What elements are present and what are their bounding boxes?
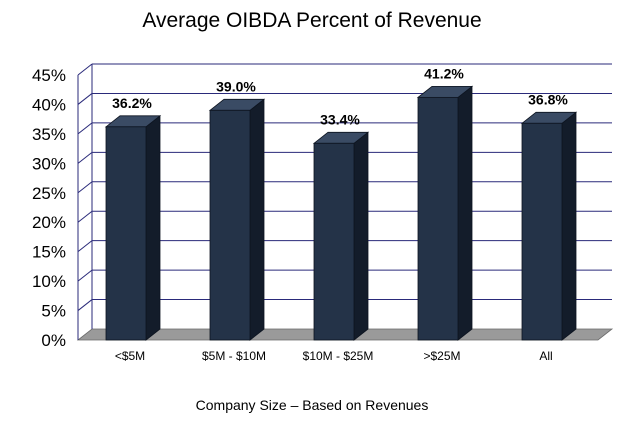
x-tick-label: $5M - $10M (202, 349, 266, 363)
bar-front (417, 96, 459, 341)
bar-side (353, 131, 369, 341)
gridline-diagonal (77, 181, 93, 194)
plot-area: 0% 5% 10% 15% 20% 25% 30% 35% 40% 45% 36.2% <$5M 39.… (32, 63, 614, 363)
bar-side (561, 111, 577, 341)
gridline-diagonal (77, 122, 93, 135)
y-tick-label: 10% (32, 272, 66, 291)
gridline-diagonal (77, 210, 93, 223)
bar (520, 111, 578, 341)
y-tick-label: 15% (32, 243, 66, 262)
data-label: 33.4% (320, 111, 360, 127)
bar-side (457, 85, 473, 341)
gridline-diagonal (77, 269, 93, 282)
y-tick-label: 45% (32, 66, 66, 85)
data-label: 36.8% (528, 91, 568, 107)
y-tick-label: 25% (32, 184, 66, 203)
y-tick-label: 5% (41, 302, 66, 321)
x-tick-label: <$5M (115, 349, 145, 363)
bar (208, 98, 266, 341)
chart-title: Average OIBDA Percent of Revenue (142, 9, 481, 32)
y-tick-label: 35% (32, 125, 66, 144)
gridline-diagonal (77, 151, 93, 164)
data-label: 36.2% (112, 95, 152, 111)
y-tick-label: 20% (32, 213, 66, 232)
bar-front (313, 142, 355, 341)
x-tick-label: All (539, 349, 552, 363)
bar-side (145, 114, 161, 341)
bar (416, 85, 474, 341)
x-axis-label: Company Size – Based on Revenues (196, 397, 429, 413)
data-label: 39.0% (216, 78, 256, 94)
data-label: 41.2% (424, 65, 464, 81)
gridline-diagonal (77, 299, 93, 311)
x-tick-label: >$25M (423, 349, 460, 363)
gridline-diagonal (77, 240, 93, 253)
bar (104, 114, 162, 341)
bar-front (209, 109, 251, 341)
gridline-diagonal (77, 63, 93, 76)
y-tick-label: 30% (32, 154, 66, 173)
y-tick-label: 40% (32, 95, 66, 114)
x-tick-label: $10M - $25M (303, 349, 374, 363)
bar (312, 131, 370, 341)
bar-front (521, 122, 563, 341)
bar-side (249, 98, 265, 341)
gridline-diagonal (77, 93, 93, 105)
y-tick-label: 0% (41, 331, 66, 350)
bar-front (105, 126, 147, 341)
